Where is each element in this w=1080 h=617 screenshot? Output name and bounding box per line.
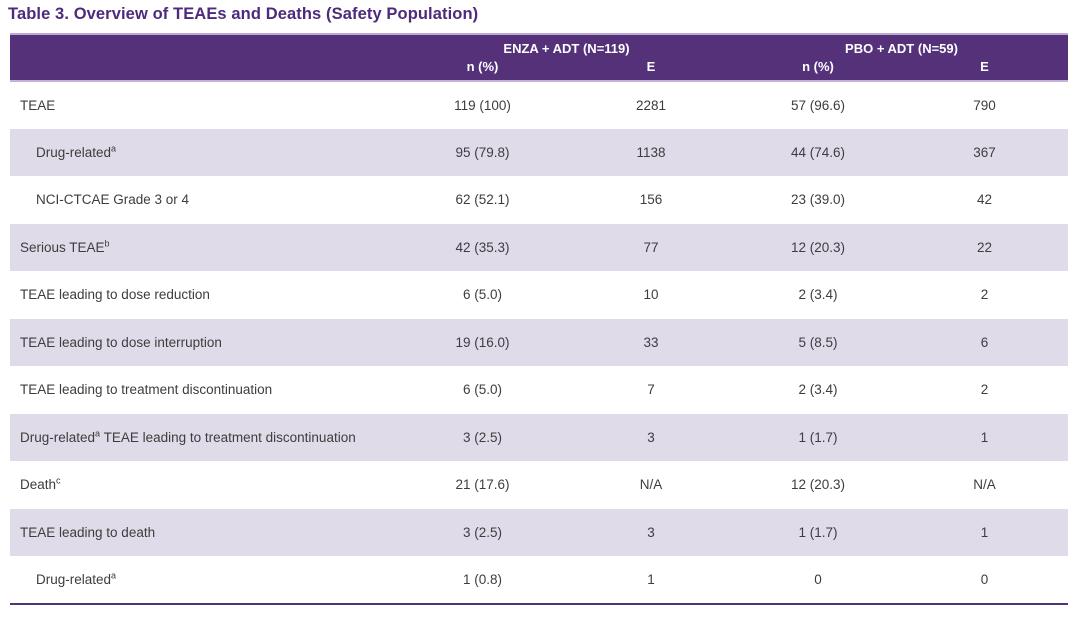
cell-value: 2: [980, 382, 989, 398]
cell-value: 119 (100): [454, 97, 511, 113]
cell-value: 1: [980, 429, 989, 445]
cell-value: 0: [901, 556, 1068, 605]
group-header-row: ENZA + ADT (N=119) PBO + ADT (N=59): [10, 33, 1068, 59]
row-label: NCI-CTCAE Grade 3 or 4: [36, 192, 190, 208]
cell-value: 19 (16.0): [455, 334, 510, 350]
table-row: TEAE 119 (100) 2281 57 (96.6) 790: [10, 81, 1068, 129]
cell-value: 7: [647, 382, 655, 398]
cell-value: 23 (39.0): [790, 192, 846, 208]
table-row: Deathc 21 (17.6) N/A 12 (20.3) N/A: [10, 461, 1068, 509]
cell-value: 156: [639, 192, 663, 208]
cell-value: 62 (52.1): [455, 192, 510, 208]
cell-value: 3 (2.5): [462, 429, 503, 445]
table-row: TEAE leading to dose reduction 6 (5.0) 1…: [10, 271, 1068, 319]
subheader-row: n (%) E n (%) E: [10, 59, 1068, 82]
cell-value: 10: [643, 287, 659, 303]
table-row: Drug-relateda 95 (79.8) 1138 44 (74.6) 3…: [10, 128, 1068, 176]
row-label: TEAE leading to dose reduction: [20, 287, 210, 303]
table-row: TEAE leading to death 3 (2.5) 3 1 (1.7) …: [10, 508, 1068, 556]
cell-value: 1 (1.7): [798, 429, 838, 445]
row-label: Drug-relateda: [36, 143, 117, 160]
cell-value: 1 (0.8): [398, 556, 567, 605]
cell-value: 3: [647, 429, 655, 445]
cell-value: 6 (5.0): [462, 382, 503, 398]
subheader-pbo-e: E: [901, 59, 1068, 82]
table-header: ENZA + ADT (N=119) PBO + ADT (N=59) n (%…: [10, 33, 1068, 82]
row-label: Serious TEAEb: [20, 238, 110, 255]
header-corner-cell: [10, 33, 398, 59]
cell-value: 5 (8.5): [798, 334, 838, 350]
row-label: Drug-relateda TEAE leading to treatment …: [20, 428, 356, 445]
cell-value: 2 (3.4): [798, 382, 838, 398]
cell-value: 1: [567, 556, 735, 605]
row-label: TEAE leading to treatment discontinuatio…: [20, 382, 273, 398]
cell-value: 22: [976, 239, 993, 255]
cell-value: 2281: [635, 97, 667, 113]
cell-value: 3 (2.5): [462, 524, 503, 540]
cell-value: N/A: [639, 477, 663, 493]
cell-value: 3: [647, 524, 655, 540]
group-header-pbo: PBO + ADT (N=59): [735, 33, 1068, 59]
table-body: TEAE 119 (100) 2281 57 (96.6) 790 Drug-r…: [10, 81, 1068, 605]
cell-value: 1 (1.7): [798, 524, 838, 540]
table-title: Table 3. Overview of TEAEs and Deaths (S…: [8, 5, 479, 23]
cell-value: 57 (96.6): [790, 97, 846, 113]
group-header-enza: ENZA + ADT (N=119): [398, 33, 735, 59]
subheader-empty-cell: [10, 59, 398, 82]
table-row: Drug-relateda TEAE leading to treatment …: [10, 413, 1068, 461]
cell-value: 77: [643, 239, 659, 255]
cell-value: 2 (3.4): [798, 287, 838, 303]
teae-overview-table: ENZA + ADT (N=119) PBO + ADT (N=59) n (%…: [10, 33, 1068, 605]
cell-value: 6 (5.0): [462, 287, 503, 303]
row-label: Deathc: [20, 475, 61, 493]
subheader-enza-n-pct: n (%): [398, 59, 567, 82]
cell-value: 367: [973, 144, 996, 160]
cell-value: 12 (20.3): [790, 477, 846, 493]
cell-value: 12 (20.3): [790, 239, 846, 255]
table-row: Serious TEAEb 42 (35.3) 77 12 (20.3) 22: [10, 223, 1068, 271]
row-label: Drug-relateda: [10, 556, 398, 605]
table-row: NCI-CTCAE Grade 3 or 4 62 (52.1) 156 23 …: [10, 176, 1068, 224]
subheader-enza-e: E: [567, 59, 735, 82]
table-row: TEAE leading to dose interruption 19 (16…: [10, 318, 1068, 366]
row-label: TEAE leading to death: [20, 524, 156, 540]
cell-value: 95 (79.8): [455, 144, 510, 160]
cell-value: 44 (74.6): [790, 144, 846, 160]
row-label: TEAE: [20, 97, 56, 113]
cell-value: N/A: [973, 477, 996, 493]
subheader-pbo-n-pct: n (%): [735, 59, 901, 82]
cell-value: 2: [980, 287, 989, 303]
cell-value: 1: [980, 524, 989, 540]
table-row: Drug-relateda 1 (0.8) 1 0 0: [10, 556, 1068, 605]
cell-value: 790: [973, 97, 996, 113]
cell-value: 0: [735, 556, 901, 605]
cell-value: 42 (35.3): [455, 239, 510, 255]
cell-value: 42: [976, 192, 993, 208]
table-row: TEAE leading to treatment discontinuatio…: [10, 366, 1068, 414]
cell-value: 21 (17.6): [455, 477, 510, 493]
cell-value: 1138: [636, 144, 666, 160]
row-label: TEAE leading to dose interruption: [20, 334, 222, 350]
cell-value: 33: [643, 334, 659, 350]
cell-value: 6: [980, 334, 989, 350]
